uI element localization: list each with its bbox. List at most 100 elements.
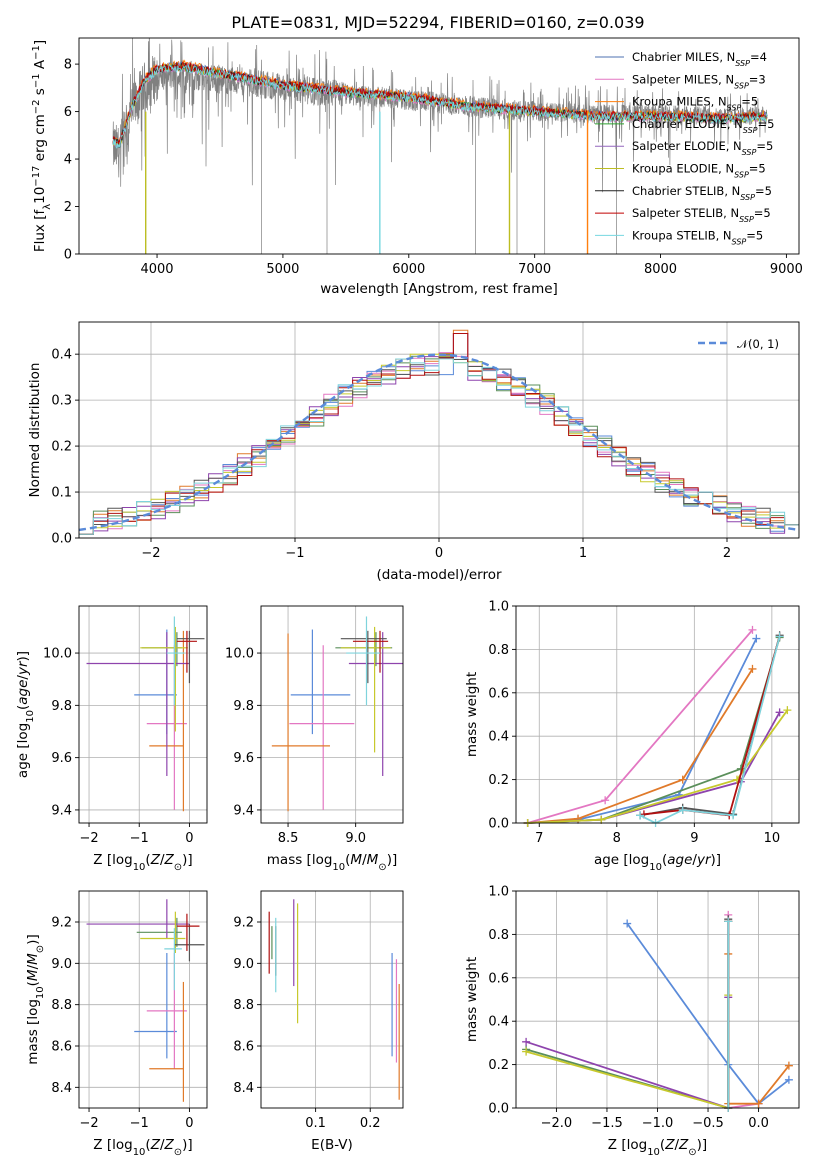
weight-vs-age-xlabel: age [log10(age/yr)] — [594, 852, 721, 873]
y-tick-label: 8.6 — [51, 1040, 72, 1055]
weight-point-marker — [724, 917, 733, 926]
weight-point-marker — [775, 708, 784, 717]
y-tick-label: 8.8 — [51, 998, 72, 1013]
legend-entry: 𝒩(0, 1) — [737, 337, 779, 351]
y-tick-label: 10.0 — [225, 647, 254, 662]
weight-vs-age-ylabel: mass weight — [464, 672, 480, 757]
y-tick-label: 0.4 — [488, 730, 509, 745]
y-tick-label: 9.8 — [233, 699, 254, 714]
x-tick-label: 9000 — [770, 262, 803, 277]
weight-point-marker — [522, 1037, 531, 1046]
weight-vs-Z-frame — [515, 890, 800, 1109]
x-tick-label: 0.1 — [305, 1116, 326, 1131]
y-tick-label: 9.4 — [51, 803, 72, 818]
spectrum-xlabel: wavelength [Angstrom, rest frame] — [320, 281, 558, 297]
weight-series-line — [527, 629, 754, 824]
x-tick-label: −2 — [141, 546, 160, 561]
y-tick-label: 9.2 — [233, 916, 254, 931]
gaussian-reference-curve — [79, 353, 797, 532]
x-tick-label: −1 — [285, 546, 304, 561]
y-tick-label: 0.0 — [51, 532, 72, 547]
y-tick-label: 0.2 — [488, 1058, 509, 1073]
y-tick-label: 0.0 — [488, 1102, 509, 1117]
weight-point-marker — [775, 632, 784, 641]
x-tick-label: 8.5 — [278, 831, 299, 846]
y-tick-label: 0.4 — [488, 1015, 509, 1030]
y-tick-label: 9.0 — [51, 957, 72, 972]
legend-entry: Kroupa ELODIE, NSSP=5 — [632, 162, 766, 180]
weight-series-line — [643, 636, 781, 817]
x-tick-label: 2 — [723, 546, 731, 561]
residuals-ylabel: Normed distribution — [27, 363, 43, 498]
y-tick-label: 9.6 — [51, 751, 72, 766]
weight-point-marker — [754, 1099, 763, 1108]
y-tick-label: 0.6 — [488, 971, 509, 986]
mass-vs-ebv-panel: 0.1 0.2 8.4 8.6 8.8 9.0 9.2 E(B-V) — [233, 890, 404, 1153]
weight-point-marker — [729, 811, 738, 820]
y-tick-label: 0.4 — [51, 348, 72, 363]
residuals-xlabel: (data-model)/error — [376, 567, 502, 583]
legend-entry: Salpeter ELODIE, NSSP=5 — [632, 139, 773, 157]
y-tick-label: 9.6 — [233, 751, 254, 766]
x-tick-label: 1 — [579, 546, 587, 561]
residuals-panel: −2 −1 0 1 2 0.0 0.1 0.2 0.3 0.4 𝒩(0, 1) (data-model… — [27, 321, 800, 583]
y-tick-label: 0.3 — [51, 394, 72, 409]
legend-entry: Kroupa MILES, NSSP=5 — [632, 95, 758, 113]
age-vs-mass-xlabel: mass [log10(M/M⊙)] — [267, 852, 397, 873]
model-spectrum-line — [112, 61, 768, 145]
y-tick-label: 8.6 — [233, 1040, 254, 1055]
model-spectrum-line — [112, 63, 768, 150]
residual-histogram — [79, 358, 799, 538]
age-vs-Z-xlabel: Z [log10(Z/Z⊙)] — [93, 852, 192, 873]
weight-point-marker — [636, 811, 645, 820]
weight-vs-age-panel: 7 8 9 10 0.0 0.2 0.4 0.6 0.8 1.0 age [log10(age/yr… — [464, 600, 800, 873]
x-tick-label: 4000 — [140, 262, 173, 277]
age-vs-Z-errorbars — [86, 616, 205, 812]
mass-vs-ebv-xlabel: E(B-V) — [311, 1137, 353, 1153]
x-tick-label: 8000 — [644, 262, 677, 277]
y-tick-label: 4 — [64, 153, 72, 168]
x-tick-label: −1 — [130, 1116, 149, 1131]
age-vs-Z-panel: −2 −1 0 9.4 9.6 9.8 10.0 Z [log10(Z/Z⊙)] age [lo… — [15, 605, 208, 873]
y-tick-label: 9.0 — [233, 957, 254, 972]
x-tick-label: 0 — [185, 831, 193, 846]
weight-point-marker — [522, 1047, 531, 1056]
weight-vs-Z-ylabel: mass weight — [464, 957, 480, 1042]
x-tick-label: 9.0 — [345, 831, 366, 846]
spectrum-panel: 4000 5000 6000 7000 8000 9000 0 2 4 6 8 Chabrier MI… — [31, 37, 803, 297]
x-tick-label: −2.0 — [541, 1116, 573, 1131]
x-tick-label: 0.0 — [748, 1116, 769, 1131]
spectrum-frame — [78, 37, 800, 255]
x-tick-label: −2 — [79, 1116, 98, 1131]
y-tick-label: 1.0 — [488, 600, 509, 615]
legend-entry: Chabrier ELODIE, NSSP=5 — [632, 117, 774, 134]
y-tick-label: 0.2 — [488, 773, 509, 788]
mass-vs-Z-frame — [78, 890, 208, 1109]
legend-entry: Chabrier MILES, NSSP=4 — [632, 50, 767, 68]
weight-series-line — [639, 636, 781, 825]
age-vs-Z-ylabel: age [log10(age/yr)] — [15, 651, 36, 778]
y-tick-label: 9.8 — [51, 699, 72, 714]
x-tick-label: 8 — [613, 831, 621, 846]
weight-point-marker — [623, 919, 632, 928]
weight-point-marker — [678, 805, 687, 814]
x-tick-label: 9 — [690, 831, 698, 846]
legend-entry: Kroupa STELIB, NSSP=5 — [632, 228, 763, 246]
y-tick-label: 1.0 — [488, 885, 509, 900]
x-tick-label: −0.5 — [692, 1116, 724, 1131]
y-tick-label: 10.0 — [43, 647, 72, 662]
y-tick-label: 0.0 — [488, 817, 509, 832]
age-vs-mass-errorbars — [271, 616, 403, 812]
mass-vs-ebv-errorbars — [268, 899, 400, 1100]
y-tick-label: 2 — [64, 200, 72, 215]
x-tick-label: −1.5 — [591, 1116, 623, 1131]
y-tick-label: 8.4 — [233, 1081, 254, 1096]
y-tick-label: 8 — [64, 58, 72, 73]
y-tick-label: 0.8 — [488, 928, 509, 943]
weight-point-marker — [748, 664, 757, 673]
age-vs-Z-frame — [78, 605, 208, 824]
weight-point-marker — [752, 634, 761, 643]
spectrum-legend: Chabrier MILES, NSSP=4 Salpeter MILES, NS… — [595, 50, 774, 246]
legend-entry: Chabrier STELIB, NSSP=5 — [632, 184, 772, 202]
